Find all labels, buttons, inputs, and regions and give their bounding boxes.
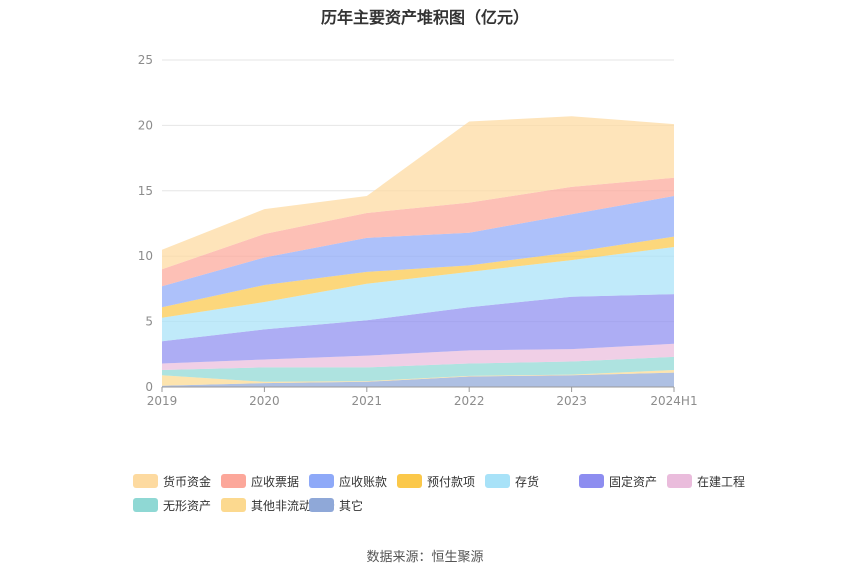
legend-swatch: [397, 474, 422, 488]
legend-item[interactable]: 存货: [485, 472, 539, 490]
legend-label: 货币资金: [163, 474, 212, 489]
area-series-4[interactable]: [162, 294, 674, 364]
legend-item[interactable]: 应收票据: [221, 472, 299, 490]
legend-label: 存货: [515, 474, 540, 489]
x-tick-label: 2021: [352, 394, 383, 408]
legend-swatch: [309, 498, 334, 512]
area-series: [162, 116, 674, 387]
legend-swatch: [221, 474, 246, 488]
legend-swatch: [221, 498, 246, 512]
legend-swatch: [133, 498, 158, 512]
y-tick-label: 10: [138, 249, 153, 263]
y-tick-label: 5: [145, 315, 153, 329]
area-series-7[interactable]: [162, 196, 674, 308]
legend-label: 固定资产: [609, 474, 658, 489]
legend-label: 其它: [339, 498, 364, 513]
area-series-1[interactable]: [162, 370, 674, 386]
y-tick-label: 25: [138, 53, 153, 67]
legend-item[interactable]: 在建工程: [667, 472, 745, 490]
legend-item[interactable]: 货币资金: [133, 472, 211, 490]
area-series-9[interactable]: [162, 116, 674, 270]
area-series-6[interactable]: [162, 236, 674, 318]
legend-label: 应收账款: [339, 474, 388, 489]
legend-label: 在建工程: [697, 474, 746, 489]
legend-swatch: [579, 474, 604, 488]
legend-item[interactable]: 无形资产: [133, 496, 211, 514]
area-series-8[interactable]: [162, 177, 674, 287]
legend-item[interactable]: 固定资产: [579, 472, 657, 490]
x-tick-label: 2023: [556, 394, 587, 408]
x-tick-label: 2022: [454, 394, 485, 408]
legend-label: 预付款项: [427, 474, 476, 489]
legend-item[interactable]: 预付款项: [397, 472, 475, 490]
axes: 0 5 10 15 20 25 2019 2020 2021 2022 2023 2024H1: [138, 53, 698, 408]
area-series-5[interactable]: [162, 247, 674, 342]
y-tick-label: 20: [138, 118, 153, 132]
legend-swatch: [485, 474, 510, 488]
legend-swatch: [667, 474, 692, 488]
area-series-0[interactable]: [162, 372, 674, 387]
x-tick-label: 2019: [147, 394, 178, 408]
area-series-3[interactable]: [162, 343, 674, 370]
legend-swatch: [133, 474, 158, 488]
legend-item[interactable]: 应收账款: [309, 472, 387, 490]
x-tick-label: 2024H1: [650, 394, 697, 408]
x-tick-label: 2020: [249, 394, 280, 408]
legend-swatch: [309, 474, 334, 488]
source-note: 数据来源：恒生聚源: [366, 550, 484, 565]
y-tick-label: 15: [138, 184, 153, 198]
legend-label: 应收票据: [251, 474, 300, 489]
area-series-2[interactable]: [162, 356, 674, 382]
chart-title: 历年主要资产堆积图（亿元）: [320, 8, 529, 27]
legend-item[interactable]: 其它: [309, 496, 363, 514]
legend-label: 无形资产: [163, 498, 212, 513]
y-tick-label: 0: [145, 380, 153, 394]
